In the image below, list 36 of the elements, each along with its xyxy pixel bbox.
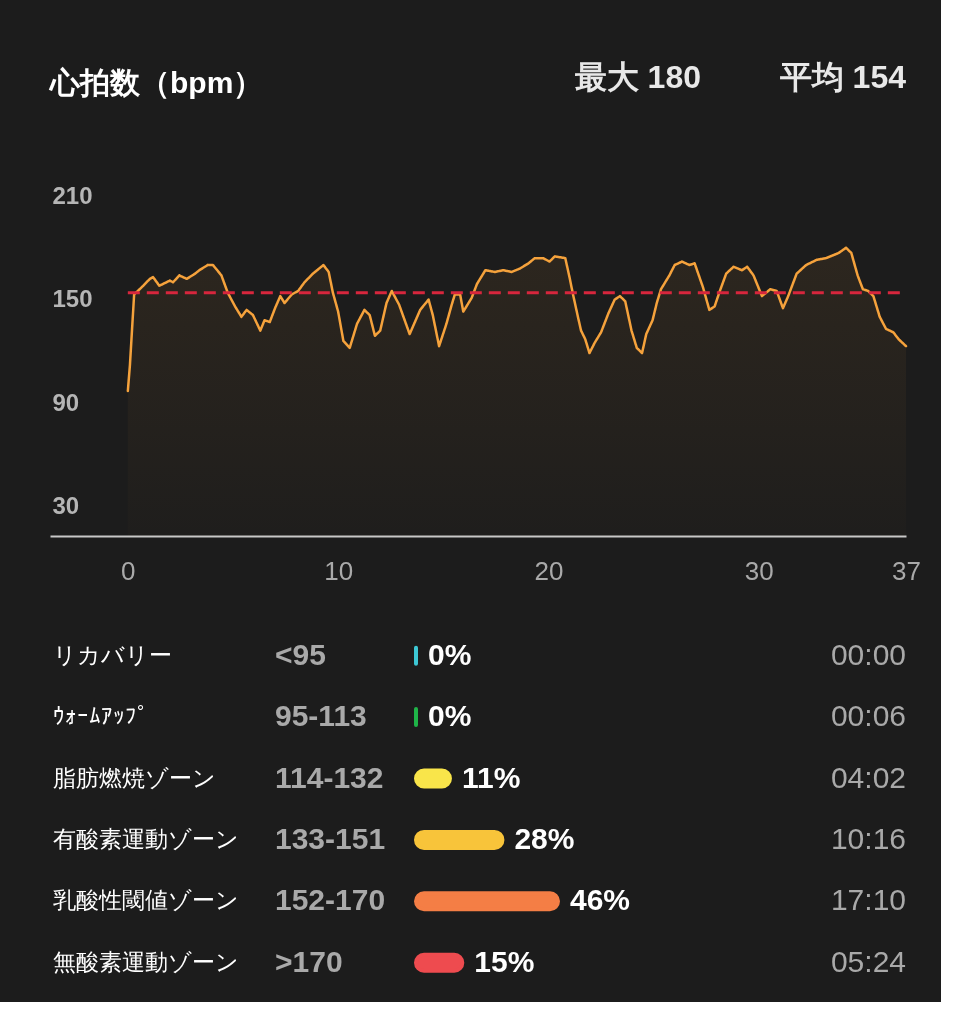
- data-label: 15%: [474, 944, 535, 978]
- y-tick-label: 脂肪燃焼ゾーン: [52, 764, 216, 791]
- data-label: 28%: [514, 821, 575, 855]
- y-tick-label: 乳酸性閾値ゾーン: [52, 887, 239, 914]
- y2-tick-label: 114-132: [275, 760, 384, 794]
- x-tick-label: 10: [324, 555, 354, 586]
- chart-title: 心拍数（bpm）: [48, 66, 264, 99]
- text: 05:24: [830, 944, 906, 978]
- y2-tick-label: <95: [275, 637, 326, 671]
- y2-tick-label: 95-113: [275, 699, 367, 733]
- y2-tick-label: 133-151: [275, 821, 386, 855]
- y-tick-label: ｳｫｰﾑｱｯﾌﾟ: [52, 703, 149, 730]
- data-label: 11%: [461, 760, 521, 794]
- x-tick-label: 37: [892, 555, 921, 586]
- data-label: 46%: [570, 883, 631, 917]
- text: 00:06: [830, 699, 906, 733]
- x-tick-label: 0: [121, 555, 136, 586]
- text: 04:02: [830, 760, 906, 794]
- text: 平均 154: [778, 59, 907, 95]
- data-label: 0%: [428, 637, 472, 671]
- y2-tick-label: 152-170: [275, 883, 386, 917]
- y-tick-label: 無酸素運動ゾーン: [52, 948, 239, 975]
- y2-tick-label: >170: [275, 944, 343, 978]
- x-tick-label: 30: [744, 555, 774, 586]
- y-tick-label: 90: [52, 388, 80, 416]
- text: 00:00: [830, 637, 906, 671]
- text: 17:10: [830, 883, 906, 917]
- text: 10:16: [830, 821, 906, 855]
- y-tick-label: 30: [52, 492, 80, 520]
- x-tick-label: 20: [534, 555, 564, 586]
- text: 最大 180: [574, 59, 701, 95]
- y-tick-label: 150: [52, 285, 93, 313]
- y-tick-label: リカバリー: [52, 641, 172, 668]
- y-tick-label: 210: [52, 181, 93, 209]
- y-tick-label: 有酸素運動ゾーン: [52, 825, 239, 852]
- data-label: 0%: [428, 699, 472, 733]
